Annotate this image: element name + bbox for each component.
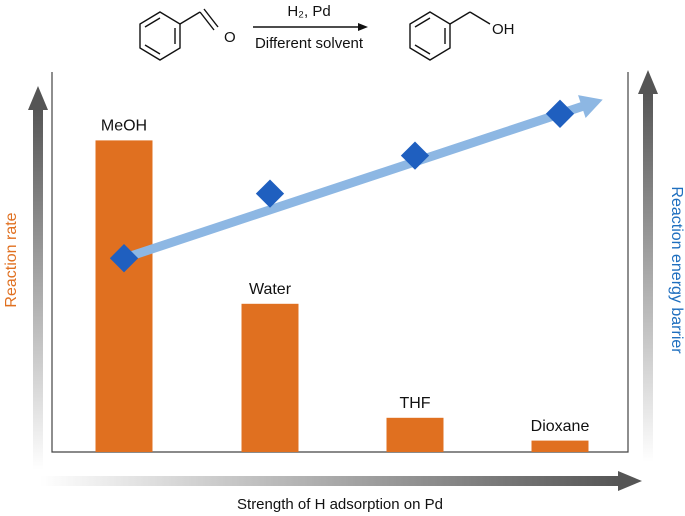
bottom-arrowhead	[618, 471, 642, 491]
y2-axis-label: Reaction energy barrier	[668, 186, 685, 354]
reactant-molecule	[139, 8, 219, 61]
bar	[95, 140, 153, 452]
bar	[241, 303, 299, 452]
bar-label: THF	[399, 395, 430, 412]
diamond-marker	[545, 99, 575, 128]
right-arrow	[643, 92, 653, 462]
y-axis-label: Reaction rate	[3, 212, 20, 307]
diamond-marker	[109, 244, 139, 273]
x-axis-label: Strength of H adsorption on Pd	[237, 496, 443, 513]
frame	[51, 72, 629, 453]
trend-arrow	[122, 99, 591, 263]
left-arrow	[33, 108, 43, 470]
bar	[386, 417, 444, 452]
group-label: OH	[492, 21, 515, 38]
atom-label: O	[224, 29, 236, 46]
reaction-arrowhead	[358, 23, 368, 31]
reagents: H₂, Pd	[287, 3, 330, 20]
right-arrowhead	[638, 70, 658, 94]
trend-arrowhead	[578, 95, 603, 118]
bar-label: MeOH	[101, 118, 147, 135]
bar-label: Water	[249, 281, 292, 298]
conditions: Different solvent	[255, 35, 364, 52]
bar	[531, 440, 589, 452]
product-molecule	[409, 11, 491, 61]
bottom-arrow	[40, 476, 620, 486]
left-arrowhead	[28, 86, 48, 110]
bar-label: Dioxane	[531, 418, 590, 435]
